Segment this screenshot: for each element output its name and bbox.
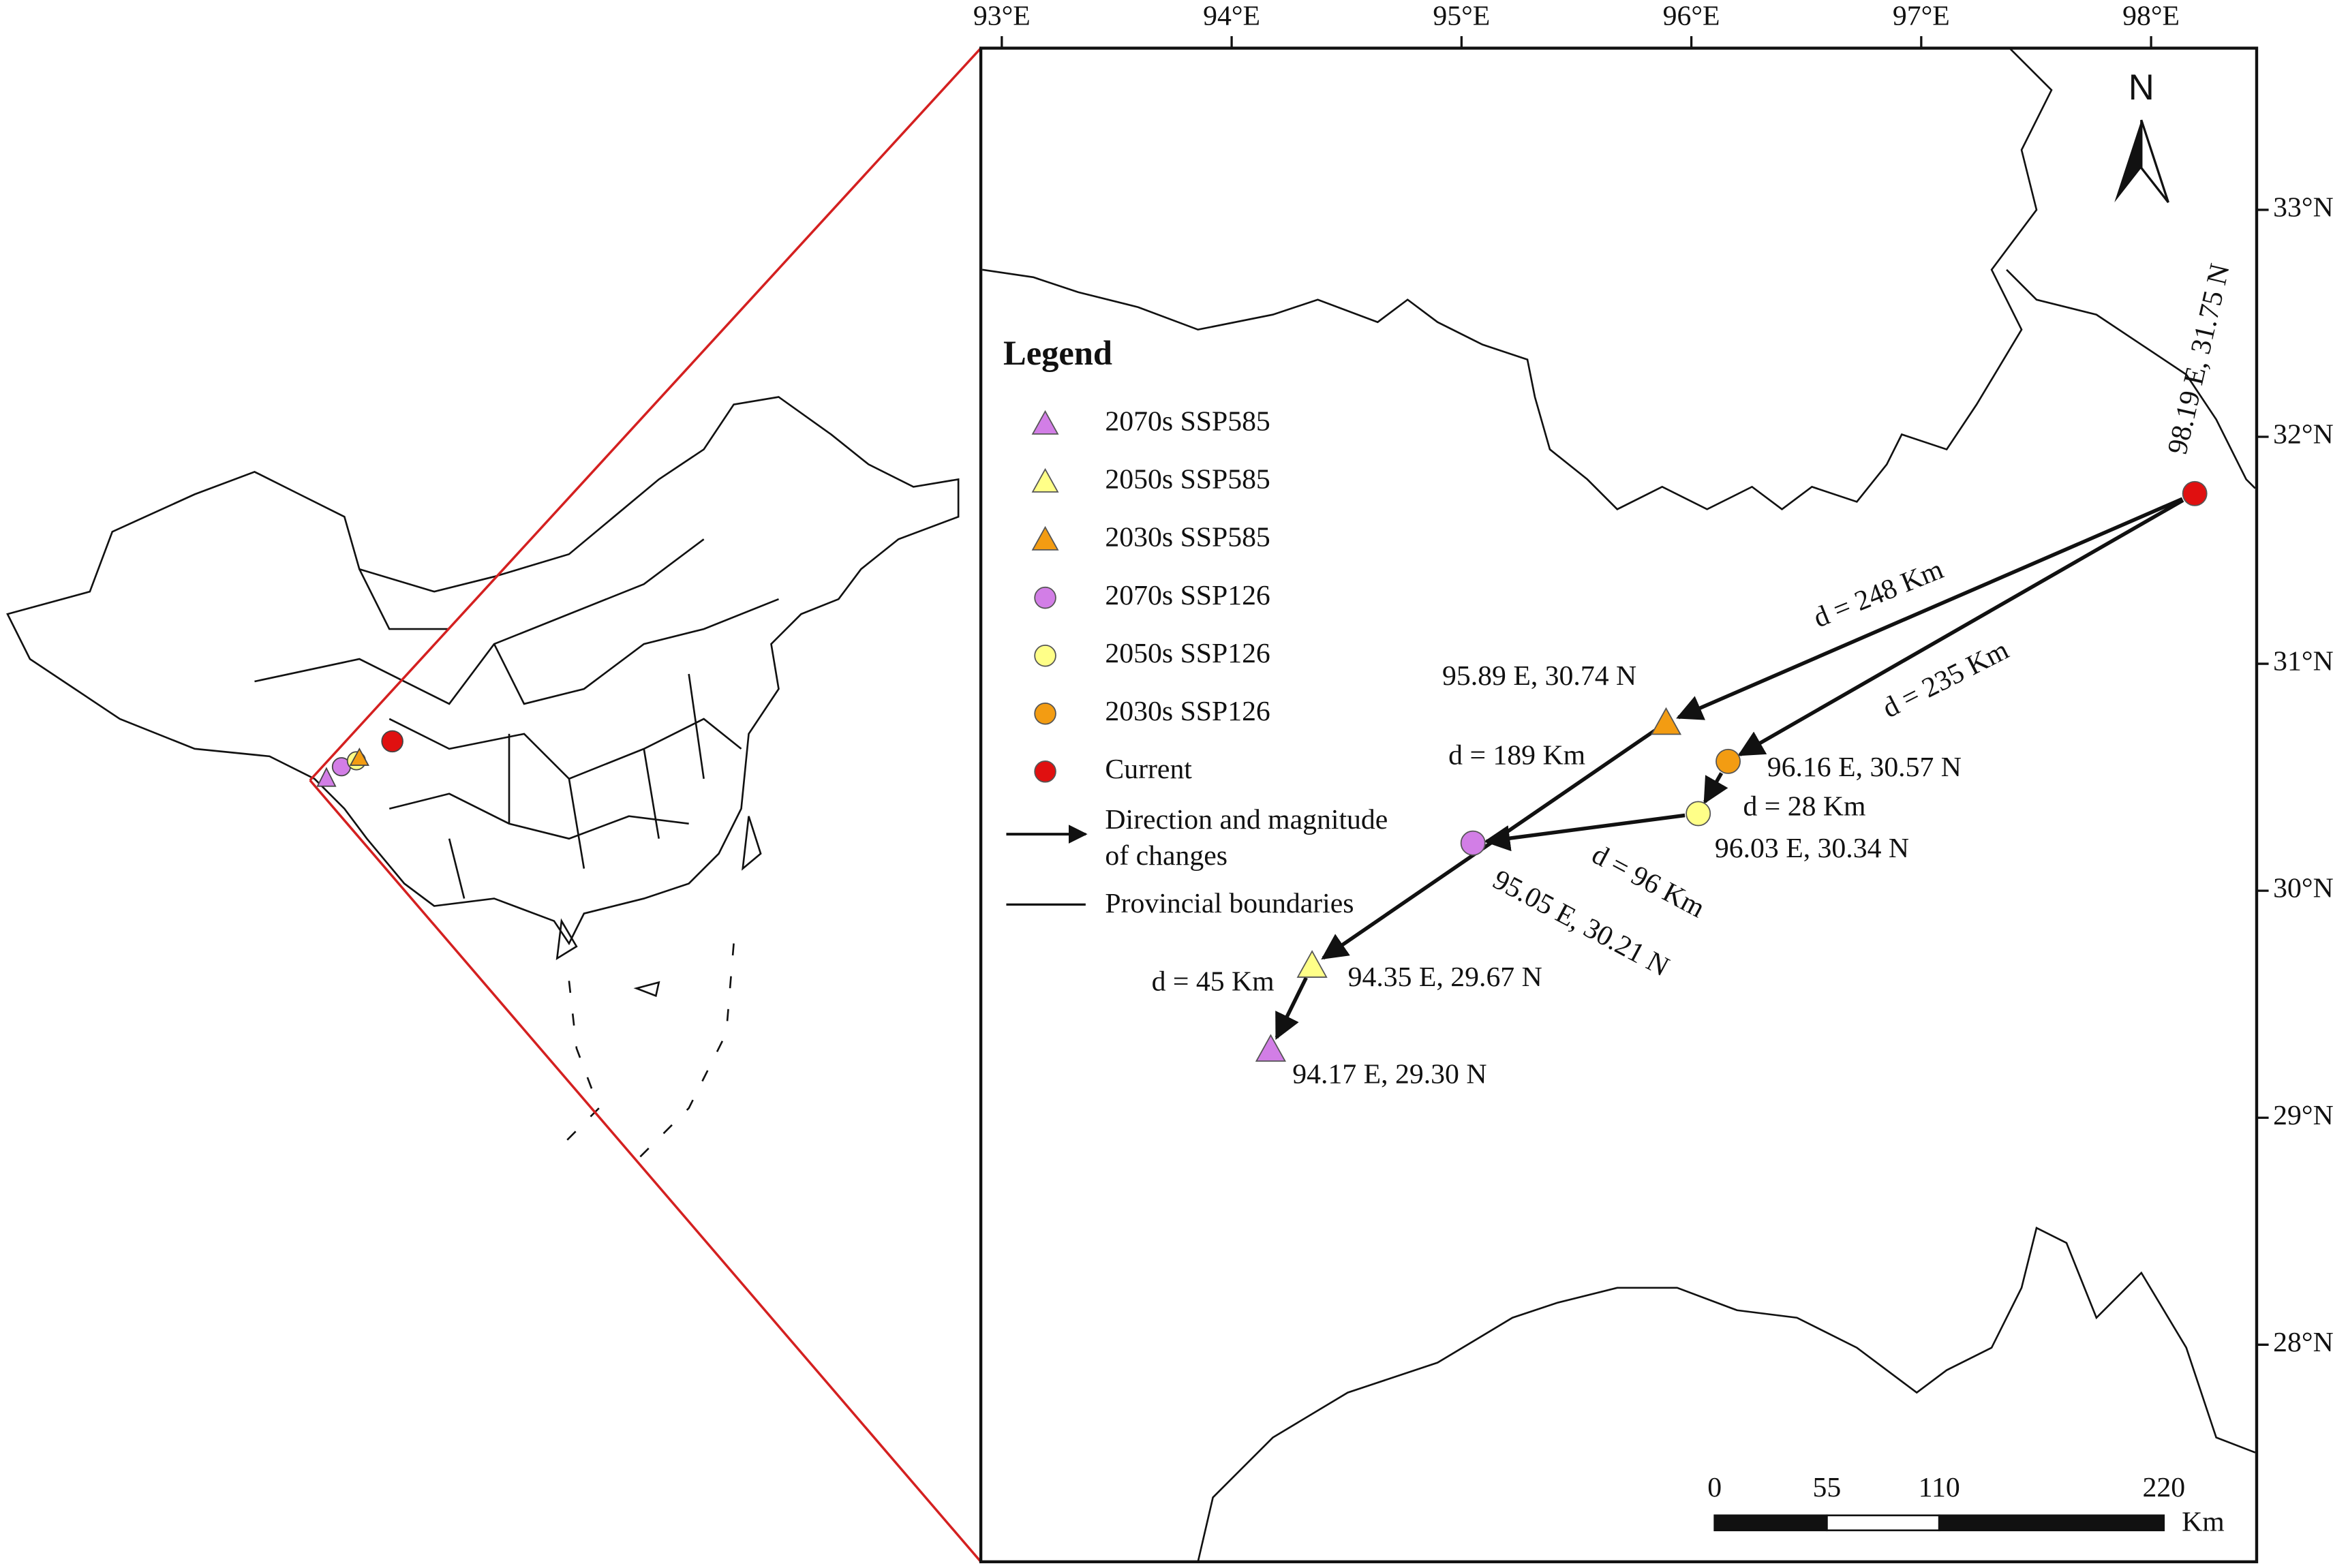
lat-tick-label: 28°N bbox=[2273, 1327, 2334, 1358]
legend-label: 2050s SSP126 bbox=[1105, 638, 1270, 669]
legend-label: Current bbox=[1105, 754, 1192, 785]
lat-tick-label: 29°N bbox=[2273, 1100, 2334, 1131]
lon-tick-label: 93°E bbox=[973, 0, 1031, 31]
legend-label: Direction and magnitude bbox=[1105, 804, 1388, 835]
distance-label: d = 28 Km bbox=[1743, 790, 1865, 822]
scale-tick-label: 55 bbox=[1813, 1472, 1842, 1503]
lon-tick-label: 97°E bbox=[1893, 0, 1950, 31]
lat-tick-label: 33°N bbox=[2273, 192, 2334, 224]
legend-label: of changes bbox=[1105, 840, 1228, 872]
legend-marker bbox=[1034, 702, 1056, 725]
point bbox=[1460, 830, 1486, 856]
point-label: 96.03 E, 30.34 N bbox=[1715, 833, 1909, 864]
scale-segment bbox=[1826, 1514, 1940, 1532]
legend-label: 2030s SSP126 bbox=[1105, 696, 1270, 727]
legend-title: Legend bbox=[1003, 334, 1112, 372]
distance-label: d = 189 Km bbox=[1448, 740, 1585, 771]
change-arrow bbox=[1483, 813, 1686, 852]
change-arrow bbox=[1737, 498, 2184, 756]
scale-tick-label: 220 bbox=[2142, 1472, 2185, 1503]
lat-tick-label: 32°N bbox=[2273, 419, 2334, 450]
point bbox=[1255, 1034, 1287, 1062]
scale-tick-label: 0 bbox=[1707, 1472, 1722, 1503]
legend-marker bbox=[1031, 410, 1059, 435]
lon-tick-label: 95°E bbox=[1433, 0, 1490, 31]
scale-tick-label: 110 bbox=[1919, 1472, 1960, 1503]
scale-unit: Km bbox=[2182, 1507, 2225, 1538]
map-frame bbox=[979, 46, 2259, 1564]
legend-label: 2050s SSP585 bbox=[1105, 464, 1270, 495]
legend-label: 2030s SSP585 bbox=[1105, 522, 1270, 553]
change-arrow bbox=[1275, 977, 1308, 1041]
lat-tick-label: 31°N bbox=[2273, 646, 2334, 677]
china-inset bbox=[6, 396, 960, 1169]
point-label: 94.17 E, 29.30 N bbox=[1292, 1059, 1486, 1090]
change-arrow bbox=[1676, 497, 2184, 720]
point bbox=[2182, 480, 2208, 506]
legend-marker bbox=[1031, 525, 1059, 551]
point-label: 95.89 E, 30.74 N bbox=[1442, 660, 1636, 692]
scale-segment bbox=[1713, 1514, 1828, 1532]
point bbox=[1650, 707, 1682, 735]
north-label: N bbox=[2129, 67, 2154, 108]
point-label: 96.16 E, 30.57 N bbox=[1767, 752, 1962, 783]
inset-markers bbox=[316, 730, 403, 787]
legend-marker bbox=[1031, 467, 1059, 493]
zoom-line bbox=[309, 779, 982, 1563]
distance-label: d = 45 Km bbox=[1152, 966, 1275, 997]
legend-marker bbox=[1034, 644, 1056, 667]
point-label: 94.35 E, 29.67 N bbox=[1348, 962, 1542, 993]
legend-marker bbox=[1034, 760, 1056, 783]
north-arrow: N bbox=[2114, 67, 2169, 203]
lon-tick-label: 94°E bbox=[1203, 0, 1260, 31]
point bbox=[1716, 748, 1741, 774]
boundaries bbox=[982, 47, 2256, 1563]
scale-segment bbox=[1938, 1514, 2165, 1532]
legend-marker bbox=[1034, 586, 1056, 609]
legend-label: Provincial boundaries bbox=[1105, 888, 1354, 919]
change-arrow bbox=[1703, 772, 1728, 805]
point bbox=[1296, 950, 1328, 978]
legend-label: 2070s SSP585 bbox=[1105, 406, 1270, 437]
point bbox=[1686, 801, 1711, 827]
lon-tick-label: 98°E bbox=[2122, 0, 2180, 31]
zoom-line bbox=[309, 47, 982, 782]
lat-tick-label: 30°N bbox=[2273, 873, 2334, 904]
legend-label: 2070s SSP126 bbox=[1105, 580, 1270, 611]
lon-tick-label: 96°E bbox=[1663, 0, 1720, 31]
